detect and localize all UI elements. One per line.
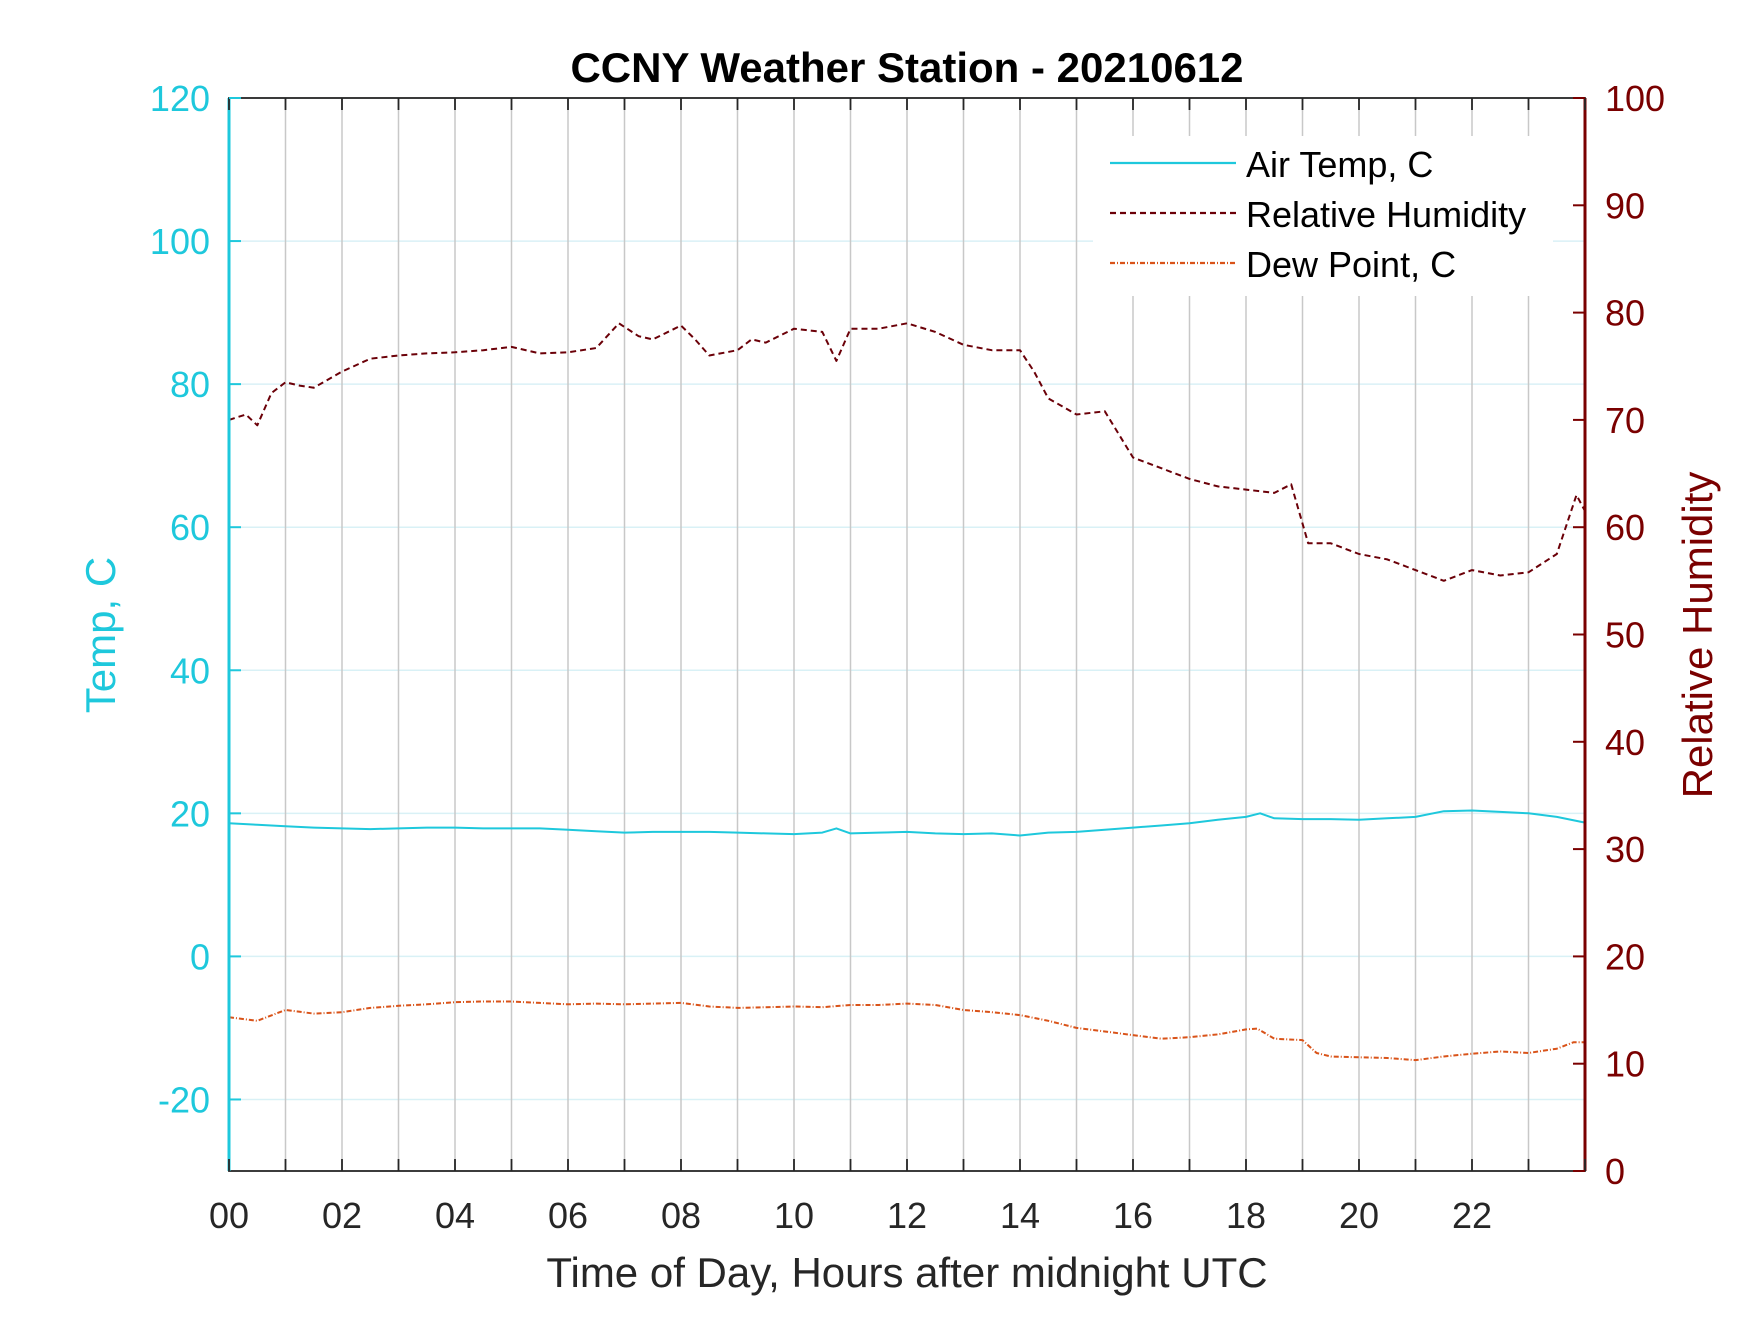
x-tick-label: 12	[887, 1195, 927, 1236]
left-axis-label: Temp, C	[77, 557, 124, 713]
legend-label-dew-point: Dew Point, C	[1246, 244, 1456, 285]
y-right-tick-label: 90	[1605, 185, 1645, 226]
y-right-tick-label: 0	[1605, 1151, 1625, 1192]
y-left-tick-label: 20	[170, 793, 210, 834]
dew-point-line	[228, 1000, 1585, 1062]
legend[interactable]: Air Temp, C Relative Humidity Dew Point,…	[1093, 136, 1553, 296]
x-tick-label: 18	[1226, 1195, 1266, 1236]
series-layer	[228, 322, 1586, 1062]
y-left-tick-label: 80	[170, 364, 210, 405]
x-tick-label: 04	[435, 1195, 475, 1236]
x-tick-label: 00	[209, 1195, 249, 1236]
y-right-tick-label: 40	[1605, 722, 1645, 763]
legend-label-humidity: Relative Humidity	[1246, 194, 1526, 235]
air-temp-line	[228, 809, 1586, 837]
y-left-tick-label: 0	[190, 936, 210, 977]
y-left-tick-label: 100	[150, 221, 210, 262]
y-right-tick-label: 100	[1605, 78, 1665, 119]
chart-title: CCNY Weather Station - 20210612	[570, 44, 1243, 91]
x-tick-label: 20	[1339, 1195, 1379, 1236]
y-right-tick-label: 80	[1605, 293, 1645, 334]
right-axis-label: Relative Humidity	[1674, 472, 1721, 799]
y-right-tick-label: 70	[1605, 400, 1645, 441]
y-right-tick-label: 10	[1605, 1044, 1645, 1085]
x-tick-label: 14	[1000, 1195, 1040, 1236]
x-tick-label: 16	[1113, 1195, 1153, 1236]
y-right-tick-label: 60	[1605, 507, 1645, 548]
y-left-tick-label: 120	[150, 78, 210, 119]
ticks-layer: 00 02 04 06 08 10 12 14 16 18 20 22-200204060801001…	[150, 78, 1665, 1236]
y-right-tick-label: 30	[1605, 829, 1645, 870]
x-tick-label: 06	[548, 1195, 588, 1236]
x-tick-label: 22	[1452, 1195, 1492, 1236]
humidity-line	[228, 322, 1586, 582]
x-tick-label: 10	[774, 1195, 814, 1236]
y-left-tick-label: -20	[158, 1079, 210, 1120]
y-right-tick-label: 50	[1605, 615, 1645, 656]
y-right-tick-label: 20	[1605, 936, 1645, 977]
x-axis-label: Time of Day, Hours after midnight UTC	[546, 1249, 1267, 1296]
y-left-tick-label: 40	[170, 650, 210, 691]
y-left-tick-label: 60	[170, 507, 210, 548]
x-tick-label: 02	[322, 1195, 362, 1236]
legend-label-air-temp: Air Temp, C	[1246, 144, 1433, 185]
x-tick-label: 08	[661, 1195, 701, 1236]
grid-layer	[229, 97, 1585, 1171]
